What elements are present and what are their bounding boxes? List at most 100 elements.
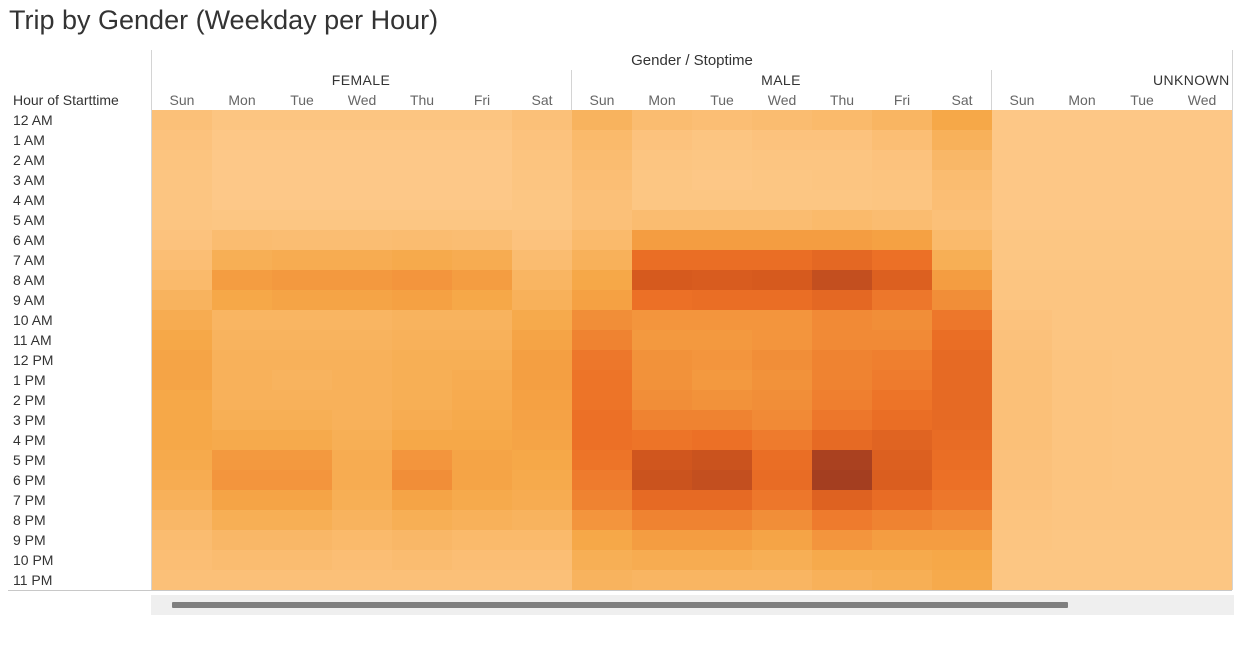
heatmap-cell-unknown-mon-6am[interactable] [1052, 230, 1112, 250]
heatmap-cell-female-fri-7pm[interactable] [452, 490, 512, 510]
heatmap-cell-male-fri-1pm[interactable] [872, 370, 932, 390]
heatmap-cell-male-thu-8am[interactable] [812, 270, 872, 290]
heatmap-cell-female-sat-11am[interactable] [512, 330, 572, 350]
heatmap-cell-female-sat-8am[interactable] [512, 270, 572, 290]
heatmap-cell-male-thu-10pm[interactable] [812, 550, 872, 570]
heatmap-cell-male-sat-1pm[interactable] [932, 370, 992, 390]
heatmap-cell-female-thu-5am[interactable] [392, 210, 452, 230]
heatmap-cell-male-tue-2pm[interactable] [692, 390, 752, 410]
heatmap-cell-female-tue-12am[interactable] [272, 110, 332, 130]
heatmap-cell-male-mon-4am[interactable] [632, 190, 692, 210]
heatmap-cell-female-sun-8pm[interactable] [152, 510, 212, 530]
heatmap-cell-female-sun-7am[interactable] [152, 250, 212, 270]
heatmap-cell-male-sun-9am[interactable] [572, 290, 632, 310]
heatmap-cell-unknown-tue-7am[interactable] [1112, 250, 1172, 270]
heatmap-cell-unknown-wed-5pm[interactable] [1172, 450, 1232, 470]
heatmap-cell-female-fri-10pm[interactable] [452, 550, 512, 570]
heatmap-cell-male-sat-6pm[interactable] [932, 470, 992, 490]
heatmap-cell-female-sun-3am[interactable] [152, 170, 212, 190]
heatmap-cell-female-tue-6pm[interactable] [272, 470, 332, 490]
heatmap-cell-unknown-sun-3pm[interactable] [992, 410, 1052, 430]
heatmap-cell-unknown-mon-2am[interactable] [1052, 150, 1112, 170]
heatmap-cell-male-sun-1pm[interactable] [572, 370, 632, 390]
heatmap-cell-female-sun-10pm[interactable] [152, 550, 212, 570]
heatmap-cell-male-sun-11pm[interactable] [572, 570, 632, 590]
heatmap-cell-female-tue-11pm[interactable] [272, 570, 332, 590]
heatmap-cell-female-sat-3pm[interactable] [512, 410, 572, 430]
heatmap-cell-female-wed-9pm[interactable] [332, 530, 392, 550]
heatmap-cell-female-tue-9pm[interactable] [272, 530, 332, 550]
heatmap-cell-male-fri-2am[interactable] [872, 150, 932, 170]
heatmap-cell-unknown-tue-9am[interactable] [1112, 290, 1172, 310]
heatmap-cell-male-tue-3pm[interactable] [692, 410, 752, 430]
heatmap-cell-female-thu-11am[interactable] [392, 330, 452, 350]
heatmap-cell-male-tue-10pm[interactable] [692, 550, 752, 570]
heatmap-cell-female-sat-12am[interactable] [512, 110, 572, 130]
heatmap-cell-male-tue-9am[interactable] [692, 290, 752, 310]
heatmap-cell-female-sun-5am[interactable] [152, 210, 212, 230]
heatmap-cell-female-wed-3pm[interactable] [332, 410, 392, 430]
scrollbar-thumb[interactable] [172, 602, 1068, 608]
heatmap-cell-female-tue-8pm[interactable] [272, 510, 332, 530]
heatmap-cell-female-wed-2pm[interactable] [332, 390, 392, 410]
heatmap-cell-male-sun-11am[interactable] [572, 330, 632, 350]
heatmap-cell-female-wed-8pm[interactable] [332, 510, 392, 530]
heatmap-cell-unknown-tue-2am[interactable] [1112, 150, 1172, 170]
heatmap-cell-male-sat-4am[interactable] [932, 190, 992, 210]
heatmap-cell-female-sun-9am[interactable] [152, 290, 212, 310]
heatmap-cell-female-wed-11am[interactable] [332, 330, 392, 350]
heatmap-cell-female-thu-3pm[interactable] [392, 410, 452, 430]
heatmap-cell-unknown-wed-9am[interactable] [1172, 290, 1232, 310]
heatmap-cell-female-wed-1pm[interactable] [332, 370, 392, 390]
heatmap-cell-unknown-tue-9pm[interactable] [1112, 530, 1172, 550]
heatmap-cell-female-thu-2am[interactable] [392, 150, 452, 170]
heatmap-cell-unknown-sun-7am[interactable] [992, 250, 1052, 270]
heatmap-cell-unknown-sun-1pm[interactable] [992, 370, 1052, 390]
heatmap-cell-female-wed-4am[interactable] [332, 190, 392, 210]
heatmap-cell-male-tue-12am[interactable] [692, 110, 752, 130]
heatmap-cell-unknown-wed-1pm[interactable] [1172, 370, 1232, 390]
heatmap-cell-male-mon-9pm[interactable] [632, 530, 692, 550]
heatmap-cell-male-mon-4pm[interactable] [632, 430, 692, 450]
heatmap-cell-female-sun-1am[interactable] [152, 130, 212, 150]
heatmap-cell-female-tue-10pm[interactable] [272, 550, 332, 570]
heatmap-cell-male-wed-9pm[interactable] [752, 530, 812, 550]
heatmap-cell-male-sat-8pm[interactable] [932, 510, 992, 530]
heatmap-cell-male-thu-12am[interactable] [812, 110, 872, 130]
heatmap-cell-male-wed-5pm[interactable] [752, 450, 812, 470]
heatmap-cell-male-tue-6pm[interactable] [692, 470, 752, 490]
heatmap-cell-female-sun-6pm[interactable] [152, 470, 212, 490]
heatmap-cell-female-wed-5pm[interactable] [332, 450, 392, 470]
heatmap-cell-male-mon-6pm[interactable] [632, 470, 692, 490]
heatmap-cell-male-fri-6am[interactable] [872, 230, 932, 250]
heatmap-cell-unknown-wed-4am[interactable] [1172, 190, 1232, 210]
heatmap-cell-female-thu-9pm[interactable] [392, 530, 452, 550]
heatmap-cell-female-wed-7pm[interactable] [332, 490, 392, 510]
heatmap-cell-male-sat-1am[interactable] [932, 130, 992, 150]
heatmap-cell-unknown-wed-2pm[interactable] [1172, 390, 1232, 410]
heatmap-cell-unknown-mon-8pm[interactable] [1052, 510, 1112, 530]
heatmap-cell-unknown-sun-7pm[interactable] [992, 490, 1052, 510]
heatmap-cell-unknown-sun-9pm[interactable] [992, 530, 1052, 550]
heatmap-cell-female-mon-12am[interactable] [212, 110, 272, 130]
heatmap-cell-female-mon-10pm[interactable] [212, 550, 272, 570]
heatmap-cell-female-tue-5am[interactable] [272, 210, 332, 230]
heatmap-cell-male-fri-3am[interactable] [872, 170, 932, 190]
heatmap-cell-female-mon-4pm[interactable] [212, 430, 272, 450]
heatmap-cell-female-wed-5am[interactable] [332, 210, 392, 230]
heatmap-cell-female-tue-11am[interactable] [272, 330, 332, 350]
heatmap-cell-male-thu-1am[interactable] [812, 130, 872, 150]
heatmap-cell-male-sun-8pm[interactable] [572, 510, 632, 530]
heatmap-cell-male-mon-1pm[interactable] [632, 370, 692, 390]
heatmap-cell-female-wed-7am[interactable] [332, 250, 392, 270]
heatmap-cell-female-fri-8am[interactable] [452, 270, 512, 290]
heatmap-cell-male-mon-11am[interactable] [632, 330, 692, 350]
heatmap-cell-unknown-wed-10pm[interactable] [1172, 550, 1232, 570]
heatmap-cell-unknown-mon-7am[interactable] [1052, 250, 1112, 270]
heatmap-cell-female-sun-9pm[interactable] [152, 530, 212, 550]
heatmap-cell-female-mon-12pm[interactable] [212, 350, 272, 370]
heatmap-cell-unknown-tue-4am[interactable] [1112, 190, 1172, 210]
heatmap-cell-unknown-sun-8pm[interactable] [992, 510, 1052, 530]
heatmap-cell-male-thu-4am[interactable] [812, 190, 872, 210]
heatmap-cell-unknown-mon-1am[interactable] [1052, 130, 1112, 150]
